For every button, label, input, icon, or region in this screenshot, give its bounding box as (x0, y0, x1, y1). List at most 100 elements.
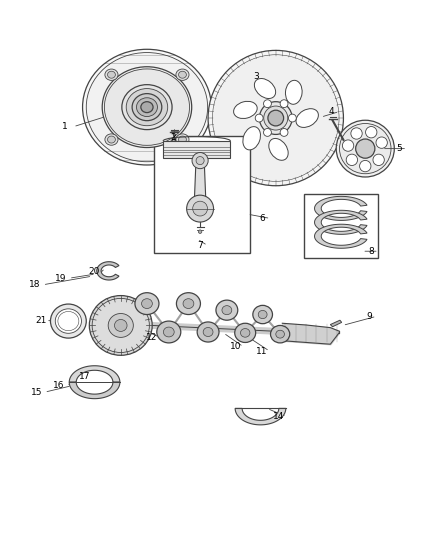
Text: 17: 17 (79, 372, 90, 381)
Circle shape (373, 154, 384, 166)
Polygon shape (69, 366, 120, 382)
Ellipse shape (264, 106, 288, 130)
Circle shape (356, 139, 375, 158)
Ellipse shape (89, 296, 152, 356)
Ellipse shape (177, 293, 201, 314)
Text: 5: 5 (396, 144, 402, 153)
Ellipse shape (179, 71, 187, 78)
Circle shape (346, 154, 357, 166)
Ellipse shape (208, 51, 343, 185)
Circle shape (187, 195, 214, 222)
Circle shape (288, 114, 296, 122)
Text: 19: 19 (55, 274, 67, 283)
Circle shape (196, 157, 204, 165)
Circle shape (268, 110, 284, 126)
Ellipse shape (233, 101, 257, 118)
Polygon shape (330, 320, 342, 327)
Circle shape (198, 230, 202, 233)
Circle shape (264, 128, 272, 136)
Polygon shape (194, 158, 206, 208)
Polygon shape (314, 211, 367, 235)
Text: 11: 11 (256, 346, 268, 356)
Ellipse shape (179, 136, 187, 143)
Ellipse shape (286, 80, 302, 104)
Ellipse shape (235, 323, 256, 343)
Ellipse shape (137, 98, 157, 117)
Circle shape (376, 137, 387, 148)
Ellipse shape (197, 322, 219, 342)
Ellipse shape (58, 311, 79, 330)
Ellipse shape (212, 55, 339, 181)
Ellipse shape (203, 327, 213, 336)
Polygon shape (69, 382, 120, 399)
Ellipse shape (102, 67, 192, 148)
Ellipse shape (176, 134, 189, 145)
Ellipse shape (243, 127, 261, 150)
Bar (163, 141, 230, 158)
Text: 4: 4 (329, 107, 335, 116)
Text: 7: 7 (197, 241, 203, 250)
Text: 18: 18 (29, 280, 40, 289)
Circle shape (192, 152, 208, 168)
Ellipse shape (82, 49, 212, 165)
Ellipse shape (296, 109, 318, 127)
Ellipse shape (253, 305, 272, 324)
Ellipse shape (141, 102, 153, 112)
Ellipse shape (183, 298, 194, 309)
Ellipse shape (114, 319, 127, 332)
Ellipse shape (336, 120, 394, 177)
Text: 10: 10 (230, 342, 241, 351)
Ellipse shape (92, 298, 149, 352)
Text: 1: 1 (63, 122, 68, 131)
Ellipse shape (122, 85, 172, 130)
Circle shape (360, 160, 371, 172)
Ellipse shape (163, 327, 174, 337)
Ellipse shape (276, 330, 284, 338)
Ellipse shape (271, 326, 290, 343)
Ellipse shape (86, 53, 208, 161)
Text: 8: 8 (368, 247, 374, 256)
Text: 9: 9 (366, 312, 371, 321)
Ellipse shape (339, 124, 391, 174)
Text: 14: 14 (273, 412, 285, 421)
Text: 3: 3 (253, 72, 259, 81)
Ellipse shape (107, 71, 115, 78)
Ellipse shape (259, 102, 292, 134)
Polygon shape (235, 408, 286, 425)
Ellipse shape (216, 300, 238, 320)
Ellipse shape (258, 310, 267, 319)
Ellipse shape (105, 69, 118, 80)
Ellipse shape (222, 305, 232, 314)
Text: 2: 2 (170, 133, 176, 142)
Text: 21: 21 (35, 316, 46, 325)
Circle shape (193, 201, 208, 216)
Text: 20: 20 (88, 267, 99, 276)
Ellipse shape (157, 321, 181, 343)
Ellipse shape (240, 328, 250, 337)
Circle shape (280, 128, 288, 136)
Polygon shape (97, 262, 119, 280)
Polygon shape (314, 224, 367, 248)
Circle shape (351, 128, 362, 139)
Bar (153, 135, 250, 253)
Text: 6: 6 (260, 214, 265, 223)
Ellipse shape (126, 88, 168, 126)
Ellipse shape (50, 304, 86, 338)
Ellipse shape (55, 309, 81, 333)
Text: 16: 16 (53, 381, 64, 390)
Bar (304, 195, 378, 258)
Ellipse shape (141, 298, 152, 309)
Polygon shape (314, 196, 367, 221)
Text: 12: 12 (146, 333, 157, 342)
Ellipse shape (254, 78, 276, 99)
Ellipse shape (269, 139, 288, 160)
Ellipse shape (176, 69, 189, 80)
Circle shape (264, 100, 272, 108)
Circle shape (255, 114, 263, 122)
Ellipse shape (135, 293, 159, 314)
Ellipse shape (107, 136, 115, 143)
Ellipse shape (104, 69, 190, 146)
Circle shape (280, 100, 288, 108)
Circle shape (366, 126, 377, 138)
Text: 15: 15 (31, 387, 42, 397)
